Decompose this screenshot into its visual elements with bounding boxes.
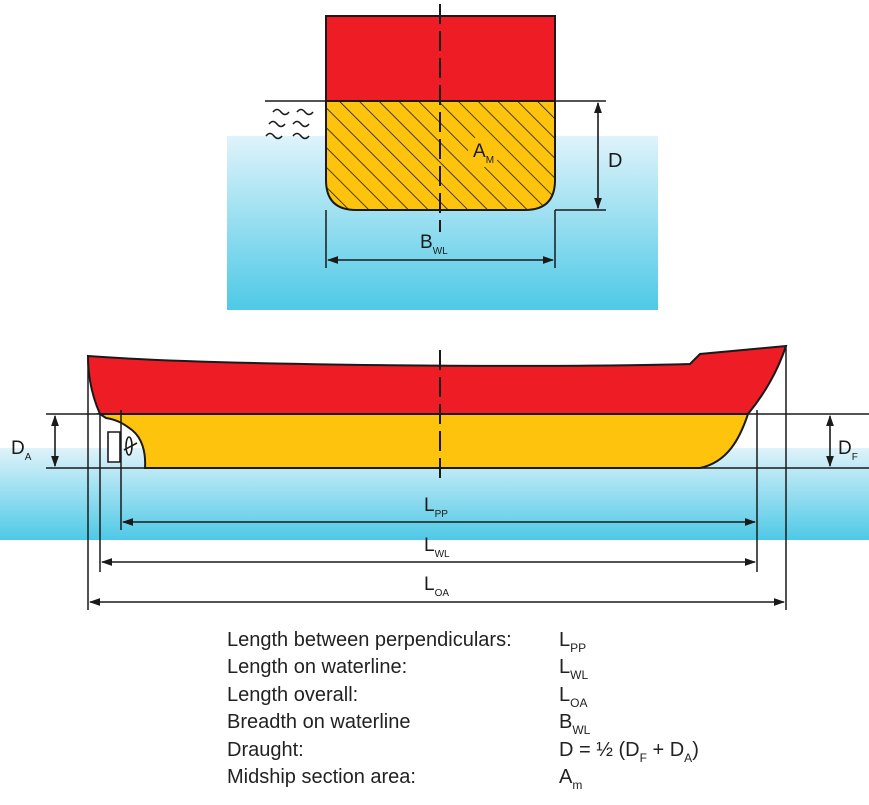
- legend-symbol: LPP: [559, 629, 587, 655]
- fwd-draught-label: DF: [838, 438, 858, 463]
- midship-section: AM D BWL: [227, 4, 658, 310]
- legend-row-loa: Length overall: LOA: [227, 682, 787, 710]
- aft-draught-label: DA: [11, 438, 32, 463]
- lpp-label: LPP: [424, 495, 448, 520]
- legend-row-lpp: Length between perpendiculars: LPP: [227, 627, 787, 655]
- breadth-label: BWL: [420, 232, 448, 257]
- legend-symbol: Am: [559, 765, 583, 792]
- loa-label: LOA: [424, 574, 449, 599]
- propeller-icon: [123, 436, 138, 456]
- legend-symbol: LWL: [559, 656, 589, 683]
- waves-icon: [265, 108, 314, 140]
- rudder: [107, 431, 121, 463]
- legend-label: Midship section area:: [227, 765, 416, 788]
- legend-symbol: LOA: [559, 683, 588, 710]
- legend-row-lwl: Length on waterline: LWL: [227, 654, 787, 682]
- lwl-label: LWL: [424, 535, 450, 560]
- legend-formula: D = ½ (DF + DA): [559, 738, 699, 765]
- area-label-bg: [468, 135, 500, 167]
- legend-label: Breadth on waterline: [227, 711, 411, 734]
- legend: Length between perpendiculars: LPP Lengt…: [227, 627, 787, 792]
- legend-row-am: Midship section area: Am: [227, 764, 787, 792]
- draught-label: D: [608, 150, 622, 172]
- legend-label: Length between perpendiculars:: [227, 629, 512, 651]
- area-label: AM: [473, 141, 494, 166]
- legend-label: Length on waterline:: [227, 656, 408, 679]
- legend-row-draught: Draught: D = ½ (DF + DA): [227, 737, 787, 765]
- profile-hull-above-water: [86, 344, 788, 415]
- legend-label: Draught:: [227, 738, 304, 761]
- legend-row-bwl: Breadth on waterline BWL: [227, 709, 787, 737]
- profile-view: DA DF LPP LWL LOA: [0, 344, 869, 610]
- legend-symbol: BWL: [559, 711, 591, 738]
- legend-label: Length overall:: [227, 683, 359, 706]
- profile-hull-below-water: [96, 413, 750, 469]
